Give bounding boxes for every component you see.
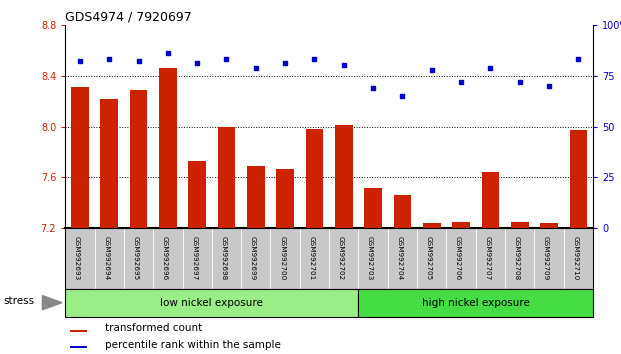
Bar bbox=[423, 223, 440, 228]
Text: GSM992695: GSM992695 bbox=[132, 235, 138, 280]
Point bbox=[368, 85, 378, 91]
Point bbox=[544, 83, 554, 89]
Point bbox=[515, 79, 525, 85]
Text: GSM992705: GSM992705 bbox=[426, 235, 432, 280]
Bar bbox=[70, 330, 87, 332]
Text: stress: stress bbox=[3, 296, 34, 306]
Text: GSM992704: GSM992704 bbox=[396, 235, 402, 280]
Bar bbox=[70, 347, 87, 348]
Text: GSM992701: GSM992701 bbox=[309, 235, 314, 280]
Bar bbox=[482, 172, 499, 228]
Point bbox=[456, 79, 466, 85]
Bar bbox=[335, 125, 353, 228]
Point bbox=[397, 93, 407, 99]
Bar bbox=[101, 98, 118, 228]
Bar bbox=[358, 289, 593, 317]
Point bbox=[163, 51, 173, 56]
Point bbox=[339, 63, 349, 68]
Text: transformed count: transformed count bbox=[105, 323, 202, 333]
Bar bbox=[130, 90, 147, 228]
Text: GSM992703: GSM992703 bbox=[367, 235, 373, 280]
Text: high nickel exposure: high nickel exposure bbox=[422, 298, 530, 308]
Bar bbox=[306, 129, 324, 228]
Polygon shape bbox=[42, 296, 62, 310]
Text: GSM992699: GSM992699 bbox=[250, 235, 256, 280]
Text: GSM992694: GSM992694 bbox=[103, 235, 109, 280]
Point bbox=[486, 65, 496, 70]
Bar bbox=[188, 161, 206, 228]
Point bbox=[427, 67, 437, 73]
Bar bbox=[540, 223, 558, 228]
Bar bbox=[569, 130, 587, 228]
Point bbox=[104, 57, 114, 62]
Point bbox=[222, 57, 232, 62]
Point bbox=[75, 58, 85, 64]
Bar bbox=[365, 188, 382, 228]
Text: GSM992706: GSM992706 bbox=[455, 235, 461, 280]
Text: GSM992709: GSM992709 bbox=[543, 235, 549, 280]
Point bbox=[192, 61, 202, 66]
Text: GSM992693: GSM992693 bbox=[74, 235, 80, 280]
Text: GSM992696: GSM992696 bbox=[162, 235, 168, 280]
Bar bbox=[394, 195, 411, 228]
Point bbox=[251, 65, 261, 70]
Text: percentile rank within the sample: percentile rank within the sample bbox=[105, 340, 281, 350]
Text: GSM992697: GSM992697 bbox=[191, 235, 197, 280]
Text: GDS4974 / 7920697: GDS4974 / 7920697 bbox=[65, 11, 192, 24]
Text: GSM992698: GSM992698 bbox=[220, 235, 227, 280]
Text: low nickel exposure: low nickel exposure bbox=[160, 298, 263, 308]
Point bbox=[573, 57, 583, 62]
Text: GSM992708: GSM992708 bbox=[514, 235, 520, 280]
Point bbox=[280, 61, 290, 66]
Bar bbox=[511, 222, 528, 228]
Text: GSM992707: GSM992707 bbox=[484, 235, 491, 280]
Bar bbox=[218, 127, 235, 228]
Bar bbox=[247, 166, 265, 228]
Bar bbox=[159, 68, 176, 228]
Bar bbox=[276, 169, 294, 228]
Bar bbox=[71, 87, 89, 228]
Bar bbox=[65, 289, 358, 317]
Point bbox=[309, 57, 319, 62]
Point bbox=[134, 58, 143, 64]
Bar bbox=[452, 222, 470, 228]
Text: GSM992710: GSM992710 bbox=[573, 235, 578, 280]
Text: GSM992702: GSM992702 bbox=[338, 235, 344, 280]
Text: GSM992700: GSM992700 bbox=[279, 235, 285, 280]
